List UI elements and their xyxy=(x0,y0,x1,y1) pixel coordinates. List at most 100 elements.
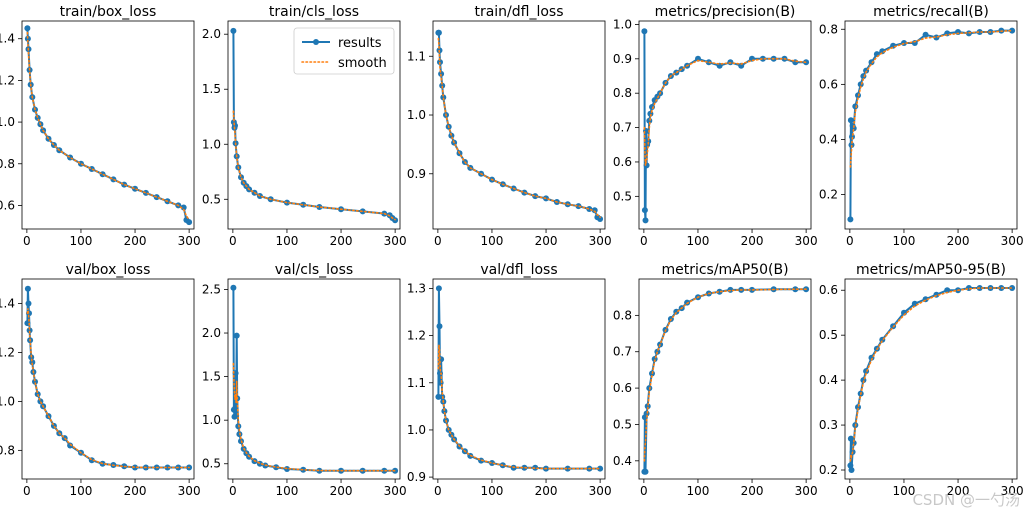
x-tick-label: 0 xyxy=(229,484,237,498)
subplot-title: val/box_loss xyxy=(66,262,151,278)
subplot-title: val/dfl_loss xyxy=(480,262,557,278)
x-tick-label: 300 xyxy=(589,484,612,498)
results-line xyxy=(437,287,601,470)
y-tick-label: 0.4 xyxy=(613,454,632,468)
results-point xyxy=(132,464,138,471)
y-tick-label: 1.2 xyxy=(0,73,15,87)
y-tick-label: 1.4 xyxy=(0,32,15,46)
results-point xyxy=(441,408,448,415)
x-tick-label: 100 xyxy=(687,484,710,498)
x-tick-label: 0 xyxy=(846,484,854,498)
y-tick-label: 1.0 xyxy=(407,423,426,437)
y-tick-label: 0.9 xyxy=(613,52,632,66)
results-point xyxy=(642,468,649,475)
subplot-title: metrics/precision(B) xyxy=(655,4,796,20)
x-tick-label: 0 xyxy=(640,484,648,498)
y-tick-label: 2.0 xyxy=(202,326,221,340)
x-tick-label: 0 xyxy=(434,484,442,498)
results-line xyxy=(232,287,396,472)
results-point xyxy=(436,323,443,330)
y-tick-label: 0.5 xyxy=(202,457,221,471)
subplot-train-cls-loss: train/cls_loss 0 100 200 300 0.5 1.0 1.5 2.0 resu… xyxy=(202,4,407,248)
results-point xyxy=(230,284,237,291)
x-tick-label: 200 xyxy=(741,484,764,498)
smooth-line xyxy=(26,308,190,469)
results-point xyxy=(439,82,446,89)
smooth-line xyxy=(643,57,807,166)
subplot-val-dfl-loss: val/dfl_loss 0 100 200 300 0.9 1.0 1.1 1.2 1.3 xyxy=(407,262,612,498)
smooth-line xyxy=(437,344,601,470)
results-point xyxy=(489,460,495,466)
results-point xyxy=(879,48,886,55)
x-tick-label: 300 xyxy=(384,484,407,498)
y-tick-label: 1.0 xyxy=(613,17,632,31)
results-point xyxy=(855,404,861,411)
x-tick-label: 200 xyxy=(535,234,558,248)
y-tick-label: 0.8 xyxy=(0,443,15,457)
y-tick-label: 0.8 xyxy=(0,157,15,171)
results-point xyxy=(847,435,854,442)
x-tick-label: 300 xyxy=(589,234,612,248)
x-tick-label: 100 xyxy=(481,234,504,248)
y-tick-label: 1.0 xyxy=(202,413,221,427)
x-tick-label: 100 xyxy=(481,484,504,498)
smooth-line xyxy=(643,288,807,462)
y-tick-label: 0.5 xyxy=(202,192,221,206)
x-tick-label: 300 xyxy=(795,484,818,498)
subplot-val-cls-loss: val/cls_loss 0 100 200 300 0.5 1.0 1.5 2.0 2.5 xyxy=(202,262,407,498)
x-tick-label: 200 xyxy=(947,484,970,498)
y-tick-label: 0.9 xyxy=(407,167,426,181)
y-tick-label: 0.6 xyxy=(613,381,632,395)
results-point xyxy=(847,462,854,469)
results-point xyxy=(847,216,854,223)
subplot-train-box-loss: train/box_loss 0 100 200 300 0.6 0.8 1.0 1.2 1.4 xyxy=(0,4,201,248)
x-tick-label: 200 xyxy=(947,234,970,248)
subplot-val-box-loss: val/box_loss 0 100 200 300 0.8 1.0 1.2 1.4 xyxy=(0,262,201,498)
results-point xyxy=(25,300,32,307)
x-tick-label: 200 xyxy=(330,234,353,248)
results-point xyxy=(67,442,74,449)
y-tick-label: 0.7 xyxy=(613,121,632,135)
y-tick-label: 0.5 xyxy=(819,328,838,342)
x-tick-label: 300 xyxy=(178,234,201,248)
y-tick-label: 0.2 xyxy=(819,188,838,202)
results-point xyxy=(164,464,171,471)
x-tick-label: 100 xyxy=(893,234,916,248)
results-point xyxy=(850,125,857,132)
y-tick-label: 0.6 xyxy=(819,77,838,91)
results-line xyxy=(26,287,190,469)
results-point xyxy=(186,219,193,226)
results-point xyxy=(944,287,951,294)
results-point xyxy=(435,285,442,292)
smooth-line xyxy=(232,362,396,472)
results-point xyxy=(316,204,323,210)
results-point xyxy=(132,185,138,192)
y-tick-label: 0.5 xyxy=(613,417,632,431)
y-tick-label: 0.7 xyxy=(613,345,632,359)
results-point xyxy=(232,405,238,412)
subplot-metrics-precision-b: metrics/precision(B) 0 100 200 300 0.5 0.6 0.7 0… xyxy=(613,4,818,248)
smooth-line xyxy=(437,37,601,218)
subplot-title: metrics/mAP50(B) xyxy=(661,262,788,278)
plot-frame xyxy=(844,278,1018,480)
x-tick-label: 0 xyxy=(229,234,237,248)
x-tick-label: 300 xyxy=(178,484,201,498)
y-tick-label: 0.4 xyxy=(819,373,838,387)
smooth-line xyxy=(849,29,1013,168)
results-point xyxy=(591,207,598,214)
results-point xyxy=(645,138,652,145)
results-point xyxy=(644,403,651,410)
results-point xyxy=(532,193,539,200)
results-point xyxy=(911,40,918,46)
subplot-title: val/cls_loss xyxy=(275,262,353,278)
y-tick-label: 1.2 xyxy=(407,329,426,343)
plot-frame xyxy=(638,278,812,480)
plot-frame xyxy=(227,20,401,230)
subplot-metrics-recall-b: metrics/recall(B) 0 100 200 300 0.2 0.4 0.6 0.8 xyxy=(819,4,1024,248)
y-tick-label: 0.6 xyxy=(819,283,838,297)
x-tick-label: 100 xyxy=(70,234,93,248)
results-point xyxy=(32,378,38,385)
y-tick-label: 2.5 xyxy=(202,282,221,296)
x-tick-label: 100 xyxy=(70,484,93,498)
